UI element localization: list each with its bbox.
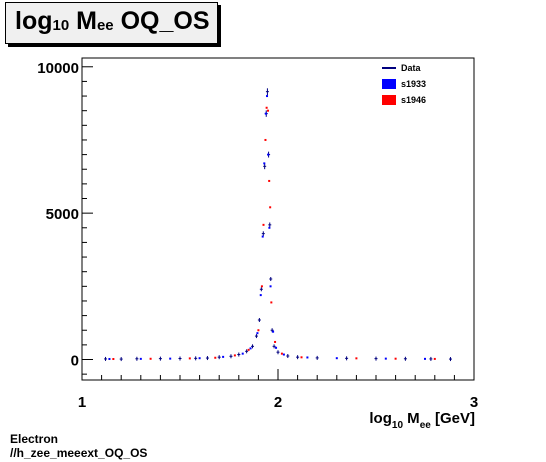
x-tick-label: 3 <box>470 394 478 411</box>
data-point <box>241 352 244 355</box>
data-point <box>233 354 236 357</box>
series-s1946 <box>112 106 436 361</box>
data-point <box>149 357 152 360</box>
data-points <box>104 88 452 362</box>
data-point <box>269 285 272 288</box>
footer-category: Electron <box>10 432 59 446</box>
data-point <box>355 357 358 360</box>
x-axis-label: log10 Mee [GeV] <box>369 410 475 431</box>
data-point <box>263 162 266 165</box>
x-tick-label: 2 <box>274 394 282 411</box>
data-point <box>257 329 260 332</box>
y-tick-label: 10000 <box>37 60 79 77</box>
series-s1933 <box>108 95 426 360</box>
data-point <box>270 301 273 304</box>
data-point <box>247 348 250 351</box>
data-point <box>259 294 262 297</box>
data-point <box>264 138 267 141</box>
data-point <box>306 356 309 359</box>
plot-frame <box>81 57 475 381</box>
legend: Data s1933 s1946 <box>382 63 426 105</box>
data-point <box>214 356 217 359</box>
y-tick-label: 5000 <box>46 206 79 223</box>
data-point <box>394 357 397 360</box>
legend-label: s1933 <box>401 79 426 89</box>
data-point <box>433 357 436 360</box>
legend-label: Data <box>401 63 422 73</box>
series-Data <box>104 88 452 362</box>
footer-histogram-path: //h_zee_meeext_OQ_OS <box>10 446 148 460</box>
data-point <box>280 352 283 355</box>
axis-ticks <box>81 66 475 380</box>
data-point <box>249 347 252 350</box>
data-point <box>267 153 270 156</box>
data-point <box>384 357 387 360</box>
data-point <box>108 357 111 360</box>
data-point <box>112 358 115 361</box>
data-point <box>188 357 191 360</box>
data-point <box>169 357 172 360</box>
data-point <box>272 330 275 333</box>
data-point <box>261 235 264 238</box>
data-point <box>265 106 268 109</box>
axis-tick-labels: 1 2 3 0 5000 10000 <box>37 60 478 411</box>
data-point <box>262 223 265 226</box>
data-point <box>269 206 272 209</box>
data-point <box>139 357 142 360</box>
data-point <box>260 285 263 288</box>
data-point <box>274 340 277 343</box>
data-point <box>300 356 303 359</box>
data-point <box>222 355 225 358</box>
histogram-title: log10 Mee OQ_OS <box>15 7 210 35</box>
data-point <box>282 353 285 356</box>
data-point <box>264 112 267 115</box>
data-point <box>335 357 338 360</box>
legend-marker <box>382 95 396 105</box>
data-point <box>198 357 201 360</box>
legend-marker <box>382 79 396 89</box>
data-point <box>267 109 270 112</box>
histogram-title-box: log10 Mee OQ_OS <box>5 2 218 44</box>
data-point <box>268 226 271 229</box>
legend-label: s1946 <box>401 95 426 105</box>
data-point <box>268 179 271 182</box>
x-tick-label: 1 <box>78 394 86 411</box>
data-point <box>424 357 426 360</box>
data-point <box>275 346 278 349</box>
data-point <box>266 95 269 98</box>
y-tick-label: 0 <box>71 353 79 370</box>
data-point <box>256 332 259 335</box>
